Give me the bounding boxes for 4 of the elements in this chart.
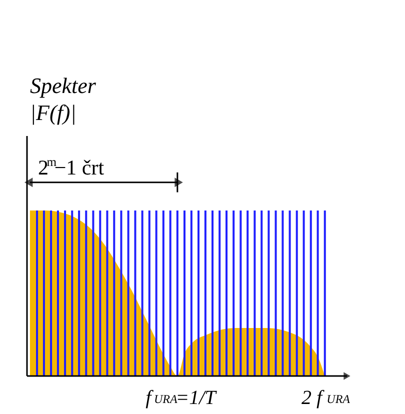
y-axis-title: |F(f)|	[30, 100, 76, 125]
x-tick-label: fURA=1/T	[146, 387, 218, 409]
x-tick-label: 2 fURA	[301, 387, 351, 409]
chart-title: Spekter	[30, 73, 96, 98]
